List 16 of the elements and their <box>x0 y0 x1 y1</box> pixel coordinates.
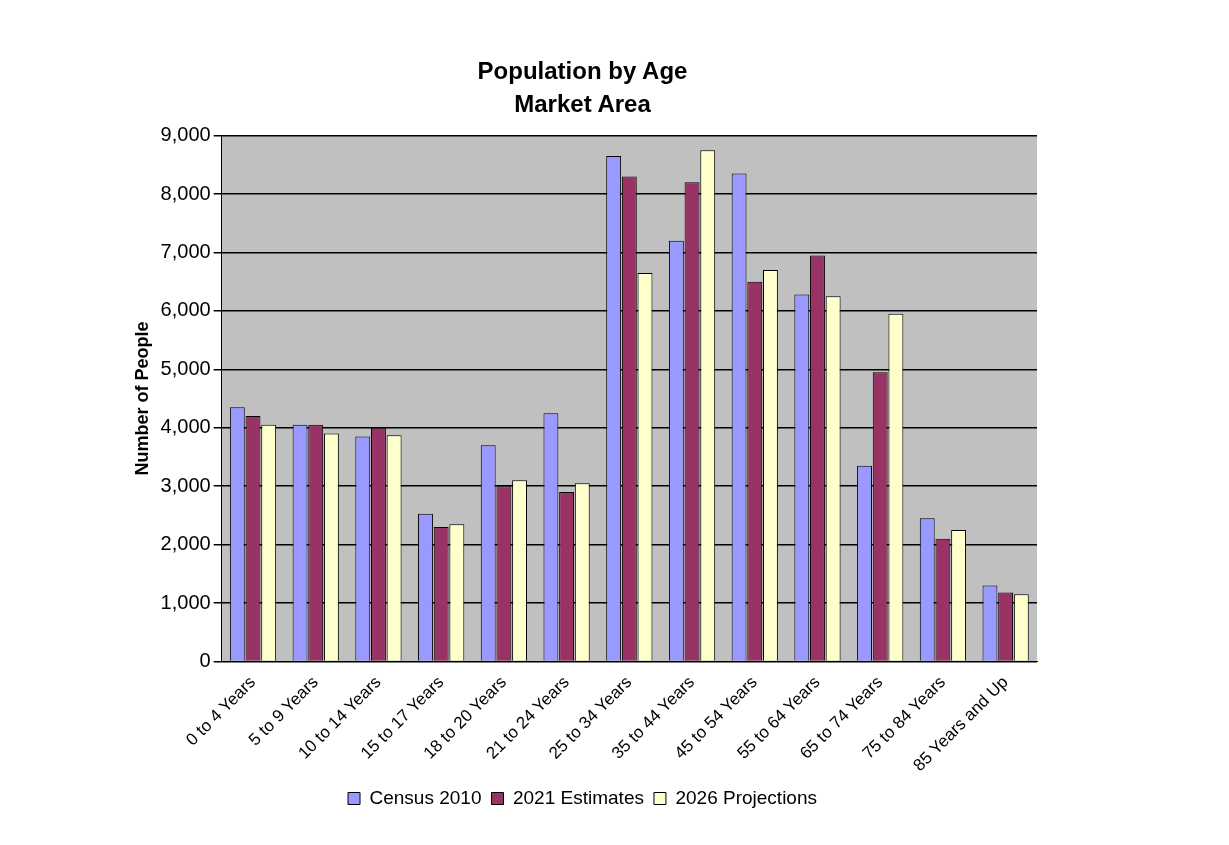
y-tick-label: 2,000 <box>160 532 211 555</box>
y-axis-title: Number of People <box>131 321 152 476</box>
y-tick-label: 0 <box>199 648 211 671</box>
y-tick-label: 9,000 <box>160 123 211 146</box>
legend-label: 2026 Projections <box>675 786 817 808</box>
chart-subtitle: Market Area <box>514 89 652 117</box>
y-tick-label: 3,000 <box>160 473 211 496</box>
y-tick-label: 1,000 <box>160 590 211 613</box>
y-tick-label: 8,000 <box>160 181 211 204</box>
chart-title: Population by Age <box>477 57 688 85</box>
y-tick-label: 7,000 <box>160 239 211 262</box>
y-tick-label: 6,000 <box>160 298 211 321</box>
legend-label: Census 2010 <box>369 786 482 808</box>
legend-label: 2021 Estimates <box>512 786 644 808</box>
y-tick-label: 5,000 <box>160 356 211 379</box>
y-tick-label: 4,000 <box>160 415 211 438</box>
